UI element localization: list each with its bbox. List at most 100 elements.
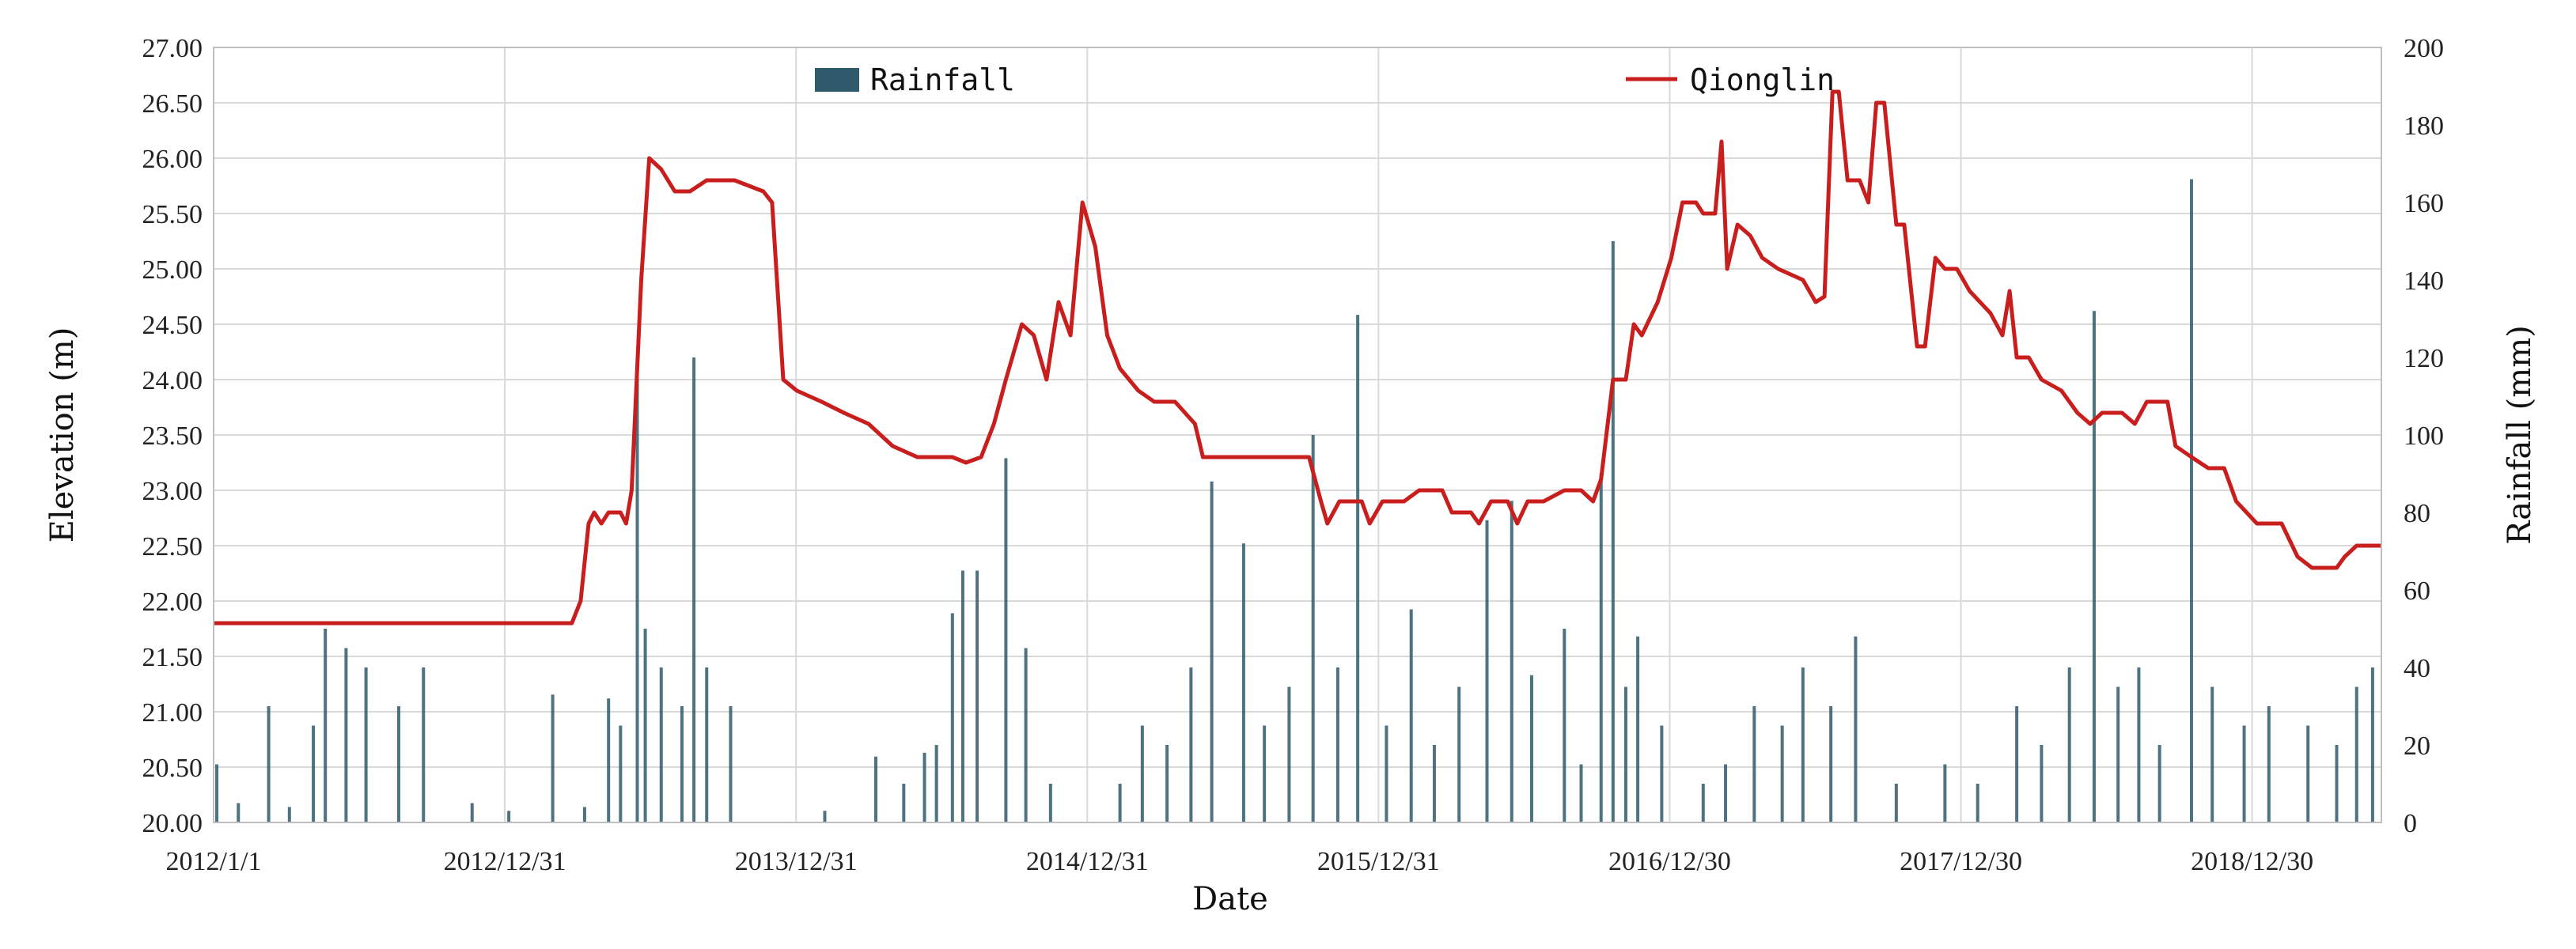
legend-qionglin-label: Qionglin bbox=[1690, 62, 1835, 97]
rainfall-bar bbox=[692, 357, 696, 822]
left-tick-label: 25.00 bbox=[142, 255, 203, 285]
rainfall-bar bbox=[422, 667, 426, 822]
x-tick-label: 2014/12/31 bbox=[1026, 847, 1149, 876]
rainfall-bar bbox=[1701, 784, 1705, 822]
rainfall-bar bbox=[1752, 706, 1756, 822]
rainfall-bar bbox=[364, 667, 368, 822]
rainfall-bar bbox=[2370, 667, 2374, 822]
rainfall-bar bbox=[1024, 648, 1028, 822]
legend-rainfall-swatch bbox=[815, 68, 859, 92]
rainfall-bar bbox=[215, 764, 219, 822]
left-axis-ticks: 20.00 20.50 21.00 21.50 22.00 22.50 23.00 23.50… bbox=[142, 34, 203, 838]
left-tick-label: 26.00 bbox=[142, 145, 203, 174]
rainfall-bar bbox=[2137, 667, 2141, 822]
rainfall-bar bbox=[1611, 241, 1615, 822]
rainfall-bar bbox=[2040, 745, 2044, 822]
rainfall-bar bbox=[1943, 764, 1947, 822]
right-tick-label: 0 bbox=[2404, 809, 2417, 838]
rainfall-bar bbox=[1563, 629, 1566, 822]
rainfall-bar bbox=[2015, 706, 2019, 822]
rainfall-bar bbox=[960, 570, 964, 822]
rainfall-bar bbox=[1529, 675, 1533, 822]
rainfall-bar bbox=[312, 725, 316, 822]
rainfall-bar bbox=[607, 698, 611, 822]
rainfall-bar bbox=[619, 725, 623, 822]
rainfall-bar bbox=[1457, 686, 1461, 822]
right-tick-label: 20 bbox=[2404, 732, 2430, 761]
rainfall-bar bbox=[934, 745, 938, 822]
rainfall-bar bbox=[344, 648, 348, 822]
rainfall-bar bbox=[1385, 725, 1388, 822]
rainfall-bar bbox=[635, 365, 639, 822]
qionglin-line bbox=[214, 89, 2381, 626]
rainfall-bar bbox=[2092, 311, 2096, 822]
rainfall-bar bbox=[1854, 636, 1858, 822]
rainfall-bar bbox=[287, 807, 291, 822]
legend-qionglin: Qionglin bbox=[1626, 62, 1835, 97]
rainfall-bar bbox=[1829, 706, 1833, 822]
rainfall-bar bbox=[1048, 784, 1052, 822]
rainfall-bar bbox=[1189, 667, 1193, 822]
rainfall-bar bbox=[1432, 745, 1436, 822]
right-tick-label: 100 bbox=[2404, 422, 2444, 451]
rainfall-bar bbox=[680, 706, 684, 822]
rainfall-bar bbox=[1287, 686, 1291, 822]
rainfall-bar bbox=[1263, 725, 1267, 822]
x-tick-label: 2012/1/1 bbox=[166, 847, 262, 876]
rainfall-bar bbox=[2210, 686, 2214, 822]
right-tick-label: 120 bbox=[2404, 344, 2444, 373]
left-tick-label: 25.50 bbox=[142, 200, 203, 229]
rainfall-bar bbox=[1894, 784, 1898, 822]
rainfall-bar bbox=[1579, 764, 1583, 822]
rainfall-bar bbox=[1356, 315, 1360, 823]
left-tick-label: 22.50 bbox=[142, 532, 203, 561]
rainfall-bar bbox=[237, 803, 241, 822]
rainfall-bar bbox=[1140, 725, 1144, 822]
rainfall-bar bbox=[922, 752, 926, 822]
rainfall-bar bbox=[2189, 179, 2193, 823]
x-tick-label: 2015/12/31 bbox=[1317, 847, 1440, 876]
left-tick-label: 21.50 bbox=[142, 643, 203, 672]
rainfall-bar bbox=[582, 807, 586, 822]
right-axis-ticks: 0 20 40 60 80 100 120 140 160 180 200 bbox=[2404, 34, 2444, 838]
rainfall-bar bbox=[1165, 745, 1169, 822]
rainfall-bar bbox=[324, 629, 328, 822]
rainfall-bar bbox=[267, 706, 271, 822]
left-tick-label: 22.00 bbox=[142, 588, 203, 617]
rainfall-bar bbox=[396, 706, 400, 822]
legend-rainfall-label: Rainfall bbox=[870, 62, 1015, 97]
rainfall-bar bbox=[1780, 725, 1784, 822]
rainfall-bar bbox=[1724, 764, 1728, 822]
rainfall-bar bbox=[2335, 745, 2339, 822]
rainfall-bar bbox=[975, 570, 979, 822]
right-tick-label: 180 bbox=[2404, 112, 2444, 141]
x-tick-label: 2018/12/30 bbox=[2191, 847, 2313, 876]
x-tick-label: 2012/12/31 bbox=[444, 847, 566, 876]
left-tick-label: 24.00 bbox=[142, 366, 203, 395]
x-axis-ticks: 2012/1/1 2012/12/31 2013/12/31 2014/12/31 20… bbox=[166, 847, 2314, 876]
rainfall-bar bbox=[507, 811, 511, 822]
left-tick-label: 20.00 bbox=[142, 809, 203, 838]
rainfall-bars bbox=[215, 179, 2374, 823]
left-tick-label: 20.50 bbox=[142, 754, 203, 783]
right-tick-label: 160 bbox=[2404, 189, 2444, 218]
left-tick-label: 26.50 bbox=[142, 89, 203, 119]
rainfall-bar bbox=[1485, 520, 1489, 822]
right-tick-label: 200 bbox=[2404, 34, 2444, 63]
right-axis-title: Rainfall (mm) bbox=[2502, 325, 2538, 544]
qionglin-line-group bbox=[214, 89, 2381, 626]
rainfall-bar bbox=[1409, 609, 1413, 822]
x-tick-label: 2017/12/30 bbox=[1900, 847, 2022, 876]
left-tick-label: 21.00 bbox=[142, 698, 203, 728]
left-tick-label: 24.50 bbox=[142, 311, 203, 340]
rainfall-bar bbox=[1801, 667, 1805, 822]
left-tick-label: 27.00 bbox=[142, 34, 203, 63]
rainfall-bar bbox=[874, 756, 878, 822]
rainfall-bar bbox=[2157, 745, 2161, 822]
rainfall-bar bbox=[1510, 501, 1513, 822]
rainfall-bar bbox=[950, 613, 954, 822]
plot-frame bbox=[213, 47, 2382, 823]
left-tick-label: 23.00 bbox=[142, 477, 203, 506]
right-tick-label: 60 bbox=[2404, 577, 2430, 606]
